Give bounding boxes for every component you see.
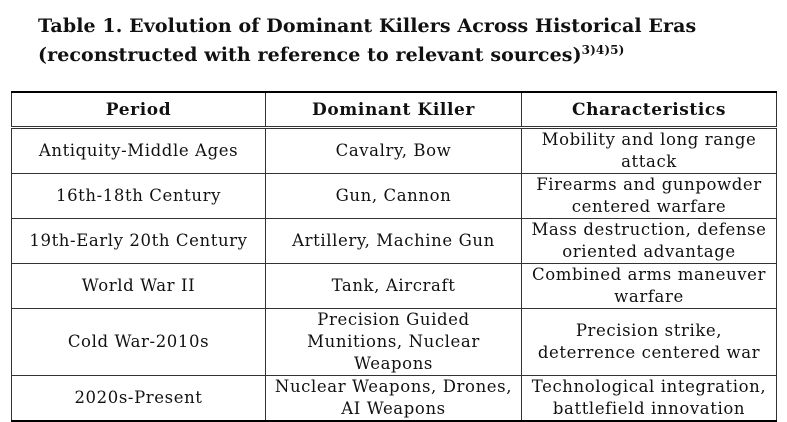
caption-text: Table 1. Evolution of Dominant Killers A…	[38, 15, 697, 66]
cell-dominant-killer: Gun, Cannon	[265, 173, 522, 219]
cell-dominant-killer: Artillery, Machine Gun	[265, 218, 522, 264]
header-dominant-killer: Dominant Killer	[265, 91, 522, 129]
cell-dominant-killer: Nuclear Weapons, Drones, AI Weapons	[265, 375, 522, 422]
cell-period: World War II	[11, 263, 266, 309]
cell-period: 16th-18th Century	[11, 173, 266, 219]
caption-references: 3)4)5)	[581, 43, 625, 57]
cell-characteristics: Technological integration, battlefield i…	[521, 375, 777, 422]
cell-dominant-killer: Tank, Aircraft	[265, 263, 522, 309]
cell-period: Cold War-2010s	[11, 308, 266, 376]
cell-characteristics: Precision strike, deterrence centered wa…	[521, 308, 777, 376]
table-row: 16th-18th Century Gun, Cannon Firearms a…	[11, 173, 777, 219]
cell-characteristics: Mobility and long range attack	[521, 127, 777, 174]
cell-characteristics: Combined arms maneuver warfare	[521, 263, 777, 309]
table-row: 19th-Early 20th Century Artillery, Machi…	[11, 218, 777, 264]
table-caption: Table 1. Evolution of Dominant Killers A…	[38, 12, 778, 70]
cell-dominant-killer: Precision Guided Munitions, Nuclear Weap…	[265, 308, 522, 376]
table-row: World War II Tank, Aircraft Combined arm…	[11, 263, 777, 309]
header-period: Period	[11, 91, 266, 129]
cell-characteristics: Firearms and gunpowder centered warfare	[521, 173, 777, 219]
table-row: Antiquity-Middle Ages Cavalry, Bow Mobil…	[11, 127, 777, 174]
cell-period: 19th-Early 20th Century	[11, 218, 266, 264]
table-row: 2020s-Present Nuclear Weapons, Drones, A…	[11, 375, 777, 422]
header-characteristics: Characteristics	[521, 91, 777, 129]
cell-period: 2020s-Present	[11, 375, 266, 422]
cell-characteristics: Mass destruction, defense oriented advan…	[521, 218, 777, 264]
cell-dominant-killer: Cavalry, Bow	[265, 127, 522, 174]
eras-table: Period Dominant Killer Characteristics A…	[11, 91, 777, 422]
cell-period: Antiquity-Middle Ages	[11, 127, 266, 174]
table-row: Cold War-2010s Precision Guided Munition…	[11, 308, 777, 376]
table-header-row: Period Dominant Killer Characteristics	[11, 91, 777, 129]
